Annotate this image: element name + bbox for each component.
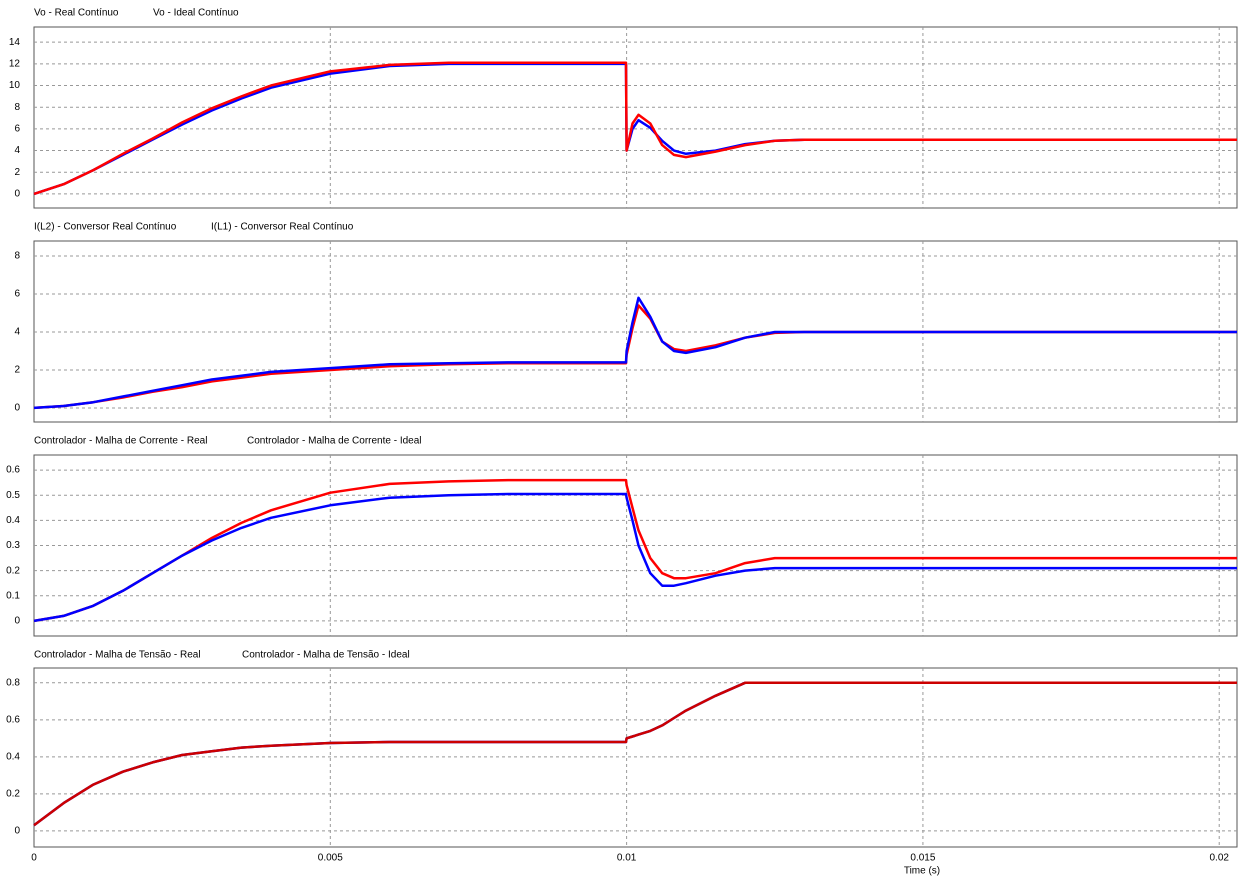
- series-line: [33, 492, 1237, 623]
- legend-entry: Vo - Real Contínuo: [34, 8, 119, 19]
- y-tick-label: 0.6: [6, 465, 20, 476]
- y-tick-label: 8: [14, 251, 20, 262]
- y-tick-label: 0: [14, 403, 20, 414]
- legend-entry: Controlador - Malha de Corrente - Real: [34, 436, 207, 447]
- y-tick-label: 0.4: [6, 515, 20, 526]
- y-tick-label: 0.3: [6, 540, 20, 551]
- x-tick-label: 0: [31, 853, 37, 864]
- x-axis-label: Time (s): [904, 866, 940, 877]
- y-tick-label: 0.8: [6, 677, 20, 688]
- y-tick-label: 2: [14, 365, 20, 376]
- series-line: [33, 296, 1237, 410]
- y-tick-label: 0.2: [6, 565, 20, 576]
- y-tick-label: 4: [14, 327, 20, 338]
- y-tick-label: 12: [9, 58, 21, 69]
- series-line: [33, 304, 1237, 410]
- series-line: [33, 681, 1237, 827]
- legend-entry: Controlador - Malha de Tensão - Ideal: [242, 650, 410, 661]
- y-tick-label: 0: [14, 616, 20, 627]
- y-tick-label: 2: [14, 167, 20, 178]
- plot-frame: [33, 667, 1238, 848]
- legend-entry: Controlador - Malha de Tensão - Real: [34, 650, 201, 661]
- y-tick-label: 8: [14, 102, 20, 113]
- x-tick-label: 0.02: [1209, 853, 1229, 864]
- x-tick-label: 0.015: [910, 853, 935, 864]
- legend-entry: Vo - Ideal Contínuo: [153, 8, 239, 19]
- y-tick-label: 0.2: [6, 789, 20, 800]
- series-line: [33, 478, 1237, 623]
- y-tick-label: 0: [14, 189, 20, 200]
- legend-entry: Controlador - Malha de Corrente - Ideal: [247, 436, 422, 447]
- y-tick-label: 10: [9, 80, 21, 91]
- y-tick-label: 0: [14, 826, 20, 837]
- y-tick-label: 14: [9, 37, 21, 48]
- y-tick-label: 6: [14, 289, 20, 300]
- y-tick-label: 0.1: [6, 590, 20, 601]
- legend-entry: I(L1) - Conversor Real Contínuo: [211, 222, 354, 233]
- x-tick-label: 0.005: [318, 853, 343, 864]
- plot-frame: [33, 26, 1238, 209]
- x-tick-label: 0.01: [617, 853, 637, 864]
- y-tick-label: 0.6: [6, 714, 20, 725]
- y-tick-label: 0.5: [6, 490, 20, 501]
- y-tick-label: 0.4: [6, 751, 20, 762]
- y-tick-label: 6: [14, 124, 20, 135]
- series-line: [33, 61, 1237, 196]
- y-tick-label: 4: [14, 145, 20, 156]
- series-line: [33, 681, 1237, 827]
- legend-entry: I(L2) - Conversor Real Contínuo: [34, 222, 177, 233]
